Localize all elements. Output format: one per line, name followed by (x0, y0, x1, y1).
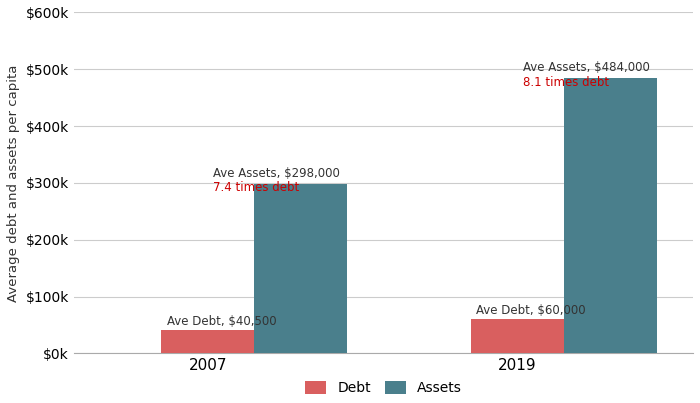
Bar (564, 78, 657, 353)
Legend: Debt, Assets: Debt, Assets (300, 376, 467, 401)
Text: Ave Assets, $484,000: Ave Assets, $484,000 (523, 61, 650, 75)
Text: Ave Debt, $60,000: Ave Debt, $60,000 (476, 304, 586, 317)
Text: 7.4 times debt: 7.4 times debt (213, 181, 300, 194)
Text: 8.1 times debt: 8.1 times debt (523, 76, 609, 89)
Bar (254, 184, 347, 353)
Bar (162, 330, 254, 353)
Bar (471, 319, 564, 353)
Text: Ave Debt, $40,500: Ave Debt, $40,500 (167, 316, 276, 328)
Text: Ave Assets, $298,000: Ave Assets, $298,000 (213, 167, 340, 180)
Y-axis label: Average debt and assets per capita: Average debt and assets per capita (7, 64, 20, 301)
